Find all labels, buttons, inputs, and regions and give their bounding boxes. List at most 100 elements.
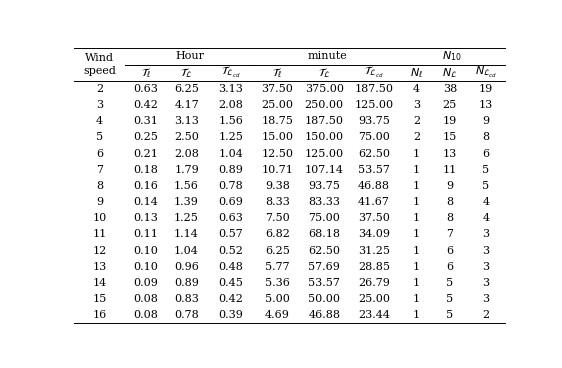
Text: 7: 7 — [96, 164, 103, 175]
Text: 5: 5 — [96, 132, 103, 142]
Text: 0.48: 0.48 — [219, 262, 243, 272]
Text: 19: 19 — [479, 84, 493, 94]
Text: 1: 1 — [413, 181, 420, 191]
Text: 1.56: 1.56 — [219, 116, 243, 126]
Text: 46.88: 46.88 — [308, 310, 340, 320]
Text: 125.00: 125.00 — [305, 149, 344, 159]
Text: 5: 5 — [446, 310, 454, 320]
Text: 0.25: 0.25 — [133, 132, 158, 142]
Text: 187.50: 187.50 — [305, 116, 344, 126]
Text: 9: 9 — [446, 181, 454, 191]
Text: 75.00: 75.00 — [309, 213, 340, 223]
Text: 0.09: 0.09 — [133, 278, 158, 288]
Text: 15: 15 — [92, 294, 107, 304]
Text: 0.78: 0.78 — [219, 181, 243, 191]
Text: $\mathcal{T}_{\mathcal{L}_{cd}}$: $\mathcal{T}_{\mathcal{L}_{cd}}$ — [364, 65, 384, 80]
Text: 93.75: 93.75 — [358, 116, 390, 126]
Text: 6: 6 — [446, 262, 454, 272]
Text: 5.00: 5.00 — [265, 294, 290, 304]
Text: 38: 38 — [443, 84, 457, 94]
Text: 1: 1 — [413, 213, 420, 223]
Text: 1: 1 — [413, 229, 420, 239]
Text: Hour: Hour — [175, 52, 205, 61]
Text: 13: 13 — [479, 100, 493, 110]
Text: 53.57: 53.57 — [309, 278, 340, 288]
Text: $N_\ell$: $N_\ell$ — [410, 66, 423, 79]
Text: 34.09: 34.09 — [358, 229, 390, 239]
Text: 14: 14 — [92, 278, 107, 288]
Text: $\mathcal{T}_\ell$: $\mathcal{T}_\ell$ — [272, 66, 283, 79]
Text: 6: 6 — [96, 149, 103, 159]
Text: 8: 8 — [482, 132, 490, 142]
Text: 0.14: 0.14 — [133, 197, 158, 207]
Text: 31.25: 31.25 — [358, 245, 390, 255]
Text: 0.21: 0.21 — [133, 149, 158, 159]
Text: 50.00: 50.00 — [308, 294, 340, 304]
Text: 25: 25 — [443, 100, 457, 110]
Text: 10.71: 10.71 — [261, 164, 293, 175]
Text: 250.00: 250.00 — [305, 100, 344, 110]
Text: 3: 3 — [482, 262, 490, 272]
Text: $\mathcal{T}_{\mathcal{L}_{cd}}$: $\mathcal{T}_{\mathcal{L}_{cd}}$ — [221, 65, 241, 80]
Text: 3.13: 3.13 — [219, 84, 243, 94]
Text: 0.31: 0.31 — [133, 116, 158, 126]
Text: 4.69: 4.69 — [265, 310, 290, 320]
Text: 46.88: 46.88 — [358, 181, 390, 191]
Text: 9.38: 9.38 — [265, 181, 290, 191]
Text: $N_\mathcal{L}$: $N_\mathcal{L}$ — [442, 66, 457, 79]
Text: 1.56: 1.56 — [174, 181, 199, 191]
Text: $\mathcal{T}_\ell$: $\mathcal{T}_\ell$ — [140, 66, 151, 79]
Text: 8.33: 8.33 — [265, 197, 290, 207]
Text: 5: 5 — [482, 164, 490, 175]
Text: 75.00: 75.00 — [358, 132, 390, 142]
Text: 0.39: 0.39 — [219, 310, 243, 320]
Text: 125.00: 125.00 — [354, 100, 393, 110]
Text: 6.25: 6.25 — [265, 245, 290, 255]
Text: 12.50: 12.50 — [261, 149, 293, 159]
Text: 11: 11 — [92, 229, 107, 239]
Text: 1.39: 1.39 — [174, 197, 199, 207]
Text: 0.08: 0.08 — [133, 294, 158, 304]
Text: 0.08: 0.08 — [133, 310, 158, 320]
Text: $\mathcal{T}_\mathcal{L}$: $\mathcal{T}_\mathcal{L}$ — [318, 66, 330, 79]
Text: 0.78: 0.78 — [174, 310, 199, 320]
Text: 41.67: 41.67 — [358, 197, 390, 207]
Text: 1: 1 — [413, 310, 420, 320]
Text: 1.79: 1.79 — [174, 164, 199, 175]
Text: 0.63: 0.63 — [219, 213, 243, 223]
Text: $N_{10}$: $N_{10}$ — [442, 50, 462, 63]
Text: 25.00: 25.00 — [261, 100, 293, 110]
Text: 83.33: 83.33 — [308, 197, 340, 207]
Text: 0.10: 0.10 — [133, 262, 158, 272]
Text: 7: 7 — [446, 229, 454, 239]
Text: 2.50: 2.50 — [174, 132, 199, 142]
Text: 12: 12 — [92, 245, 107, 255]
Text: 2: 2 — [413, 132, 420, 142]
Text: 1: 1 — [413, 164, 420, 175]
Text: 1: 1 — [413, 262, 420, 272]
Text: 15.00: 15.00 — [261, 132, 293, 142]
Text: 2: 2 — [413, 116, 420, 126]
Text: 5.77: 5.77 — [265, 262, 290, 272]
Text: 3: 3 — [482, 245, 490, 255]
Text: 53.57: 53.57 — [358, 164, 390, 175]
Text: 1: 1 — [413, 245, 420, 255]
Text: 0.63: 0.63 — [133, 84, 158, 94]
Text: 1.25: 1.25 — [219, 132, 243, 142]
Text: minute: minute — [307, 52, 347, 61]
Text: 9: 9 — [482, 116, 490, 126]
Text: 1.04: 1.04 — [219, 149, 243, 159]
Text: 5: 5 — [446, 294, 454, 304]
Text: 150.00: 150.00 — [305, 132, 344, 142]
Text: 13: 13 — [443, 149, 457, 159]
Text: 9: 9 — [96, 197, 103, 207]
Text: 0.89: 0.89 — [219, 164, 243, 175]
Text: 19: 19 — [443, 116, 457, 126]
Text: 23.44: 23.44 — [358, 310, 390, 320]
Text: 4: 4 — [482, 213, 490, 223]
Text: 2.08: 2.08 — [219, 100, 243, 110]
Text: 15: 15 — [443, 132, 457, 142]
Text: 3: 3 — [482, 294, 490, 304]
Text: Wind
speed: Wind speed — [83, 53, 116, 76]
Text: 57.69: 57.69 — [309, 262, 340, 272]
